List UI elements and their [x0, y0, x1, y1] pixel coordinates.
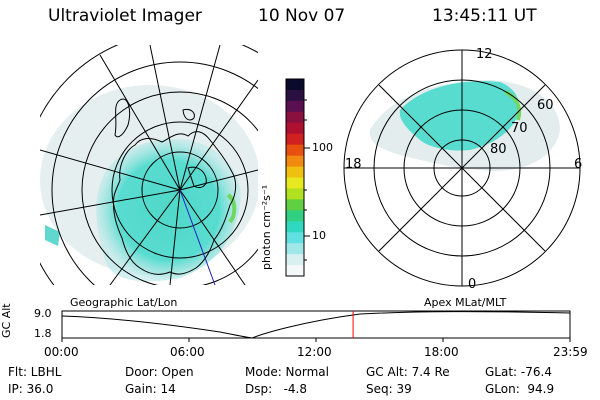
altitude-ymax: 9.0 [34, 307, 52, 320]
status-ip: IP: 36.0 [8, 382, 54, 396]
x-tick-0600: 06:00 [170, 345, 205, 359]
altitude-x-ticks [61, 338, 571, 342]
colorbar-ticks [304, 99, 310, 261]
colorbar-segment [286, 111, 304, 124]
longitude-lines [40, 45, 258, 285]
aurora-edge [45, 225, 60, 246]
time-label: 13:45:11 UT [432, 6, 537, 26]
colorbar-segment [286, 188, 304, 200]
colorbar-tick-100: 100 [312, 141, 333, 154]
colorbar-segment [286, 199, 304, 211]
lat-circle [51, 61, 258, 285]
colorbar-segment [286, 254, 304, 266]
mlat-label-70: 70 [511, 121, 528, 136]
geographic-map [40, 45, 258, 285]
x-tick-1800: 18:00 [424, 345, 459, 359]
status-glon: GLon: 94.9 [485, 382, 555, 396]
lat-circle [111, 121, 249, 259]
colorbar-segment [286, 265, 304, 277]
magnetic-polar-plot [343, 49, 581, 287]
colorbar-segment [286, 166, 304, 179]
right-panel-title: Apex MLat/MLT [424, 296, 507, 309]
aurora-blob [96, 139, 241, 282]
colorbar-segment [286, 144, 304, 157]
colorbar-segment [286, 221, 304, 233]
status-flt: Flt: LBHL [8, 365, 62, 379]
meridian-blue [179, 189, 216, 285]
altitude-ymin: 1.8 [34, 327, 52, 340]
altitude-ylabel: GC Alt [0, 303, 13, 338]
colorbar-segment [286, 155, 304, 168]
mlt-label-18: 18 [345, 157, 362, 172]
mlt-label-12: 12 [476, 47, 493, 62]
altitude-frame [61, 310, 571, 339]
status-gcalt: GC Alt: 7.4 Re [366, 365, 450, 379]
mlt-label-6: 6 [574, 157, 583, 172]
colorbar-frame [285, 78, 305, 277]
instrument-title: Ultraviolet Imager [48, 6, 202, 26]
coastline [113, 131, 237, 275]
colorbar-segment [286, 89, 304, 102]
colorbar-segment [286, 79, 304, 91]
altitude-plot [61, 310, 571, 342]
left-panel-title: Geographic Lat/Lon [70, 296, 178, 309]
lat-circle [81, 91, 258, 285]
colorbar-segment [286, 177, 304, 190]
colorbar-label: photon cm⁻²s⁻¹ [260, 184, 273, 270]
colorbar-segment [286, 232, 304, 244]
colorbar-segment [286, 243, 304, 255]
colorbar-segment [286, 133, 304, 146]
colorbar-segment [286, 100, 304, 113]
status-glat: GLat: -76.4 [485, 365, 552, 379]
mlt-line-diag2 [378, 84, 546, 252]
altitude-curve [61, 311, 571, 339]
coastline-peninsula [114, 98, 131, 138]
colorbar-tick-10: 10 [312, 229, 326, 242]
colorbar [286, 79, 304, 277]
polar-aurora [399, 81, 520, 151]
status-seq: Seq: 39 [366, 382, 412, 396]
coastline-island [182, 109, 195, 121]
polar-aurora-edge [504, 90, 522, 121]
mlt-label-0: 0 [468, 277, 477, 292]
lat-circle [141, 151, 219, 229]
aurora-green-edge [226, 193, 237, 224]
status-door: Door: Open [125, 365, 194, 379]
x-tick-0000: 00:00 [44, 345, 79, 359]
mlat-label-60: 60 [537, 98, 554, 113]
x-tick-2359: 23:59 [553, 345, 588, 359]
colorbar-segment [286, 122, 304, 135]
colorbar-segment [286, 210, 304, 222]
x-tick-1200: 12:00 [297, 345, 332, 359]
mlat-label-80: 80 [490, 142, 507, 157]
status-mode: Mode: Normal [245, 365, 329, 379]
status-dsp: Dsp: -4.8 [245, 382, 308, 396]
coastline-inlet [187, 166, 207, 189]
date-label: 10 Nov 07 [258, 6, 346, 26]
status-gain: Gain: 14 [125, 382, 176, 396]
